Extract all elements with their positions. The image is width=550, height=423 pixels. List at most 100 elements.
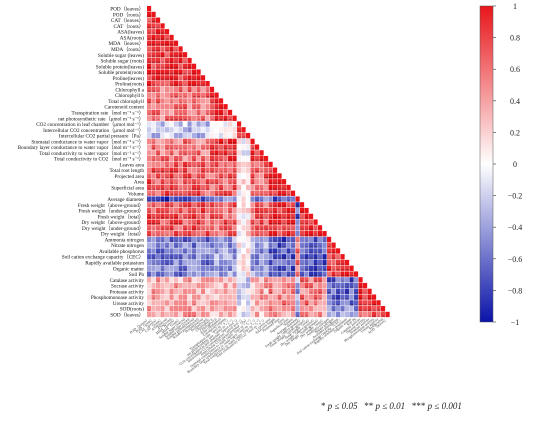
heatmap-cell — [372, 294, 377, 300]
significance-mark: * — [252, 165, 254, 168]
heatmap-cell — [192, 190, 197, 196]
heatmap-cell — [169, 184, 174, 191]
heatmap-cell — [169, 190, 174, 196]
heatmap-cell — [192, 150, 197, 156]
row-label: Fresh weight（above-ground） — [78, 202, 144, 209]
heatmap-cell — [246, 259, 251, 266]
heatmap-cell — [183, 219, 188, 225]
significance-mark: * — [176, 177, 178, 180]
heatmap-cell — [322, 231, 327, 237]
heatmap-cell — [228, 271, 233, 277]
heatmap-cell — [156, 81, 161, 87]
heatmap-cell — [192, 225, 197, 231]
heatmap-cell — [277, 254, 282, 260]
heatmap-cell — [192, 196, 197, 202]
significance-mark: ** — [269, 206, 272, 209]
heatmap-cell — [264, 184, 269, 191]
significance-mark: *** — [296, 217, 301, 220]
heatmap-cell — [160, 63, 165, 70]
heatmap-cell — [147, 109, 152, 116]
row-label: Soluble protein(leaves) — [96, 63, 145, 70]
significance-mark: * — [230, 217, 232, 220]
significance-mark: * — [162, 194, 164, 197]
heatmap-cell — [304, 288, 309, 295]
heatmap-cell — [250, 294, 255, 300]
heatmap-cell — [165, 259, 170, 266]
heatmap-cell — [277, 213, 282, 220]
heatmap-cell — [201, 109, 206, 116]
heatmap-cell — [205, 98, 210, 104]
heatmap-cell — [192, 207, 197, 214]
heatmap-cell — [295, 236, 300, 243]
heatmap-cell — [183, 104, 188, 110]
heatmap-cell — [160, 34, 165, 41]
significance-mark: * — [180, 154, 182, 157]
significance-mark: ** — [256, 235, 259, 238]
heatmap-cell — [192, 98, 197, 104]
heatmap-cell — [313, 282, 318, 289]
heatmap-cell — [228, 282, 233, 289]
significance-mark: *** — [201, 165, 206, 168]
significance-mark: * — [270, 246, 272, 249]
heatmap-cell — [151, 184, 156, 191]
heatmap-cell — [205, 306, 210, 312]
heatmap-cell — [156, 138, 161, 145]
heatmap-cell — [183, 173, 188, 179]
heatmap-cell — [295, 265, 300, 271]
row-label: Urease activity — [113, 301, 145, 307]
significance-mark: * — [149, 258, 151, 261]
heatmap-cell — [372, 311, 377, 318]
significance-mark: * — [288, 304, 290, 307]
heatmap-cell — [156, 202, 161, 208]
heatmap-cell — [228, 109, 233, 116]
significance-mark: *** — [152, 79, 157, 82]
heatmap-cell — [223, 167, 228, 173]
heatmap-cell — [192, 115, 197, 121]
heatmap-cell — [201, 300, 206, 306]
row-label: Catalase activity — [110, 278, 145, 284]
heatmap-cell — [354, 306, 359, 312]
significance-mark: * — [252, 269, 254, 272]
heatmap-cell — [183, 69, 188, 75]
heatmap-cell — [151, 150, 156, 156]
heatmap-cell — [160, 277, 165, 283]
heatmap-cell — [187, 115, 192, 121]
significance-mark: * — [369, 315, 371, 318]
significance-mark: ** — [166, 171, 169, 174]
significance-mark: ** — [184, 206, 187, 209]
heatmap-cell — [169, 294, 174, 300]
significance-mark: * — [180, 79, 182, 82]
heatmap-cell — [250, 254, 255, 260]
heatmap-cell — [228, 225, 233, 231]
heatmap-cell — [259, 202, 264, 208]
significance-mark: *** — [174, 223, 179, 226]
heatmap-cell — [232, 254, 237, 260]
significance-mark: * — [167, 56, 169, 59]
significance-mark: * — [288, 206, 290, 209]
significance-mark: ** — [197, 177, 200, 180]
significance-mark: * — [297, 275, 299, 278]
heatmap-cell — [156, 29, 161, 35]
heatmap-cell — [192, 161, 197, 168]
significance-mark: *** — [341, 269, 346, 272]
significance-mark: ** — [269, 171, 272, 174]
heatmap-cell — [174, 254, 179, 260]
heatmap-cell — [237, 306, 242, 312]
significance-mark: *** — [287, 235, 292, 238]
heatmap-cell — [160, 213, 165, 220]
heatmap-cell — [205, 231, 210, 237]
heatmap-cell — [219, 242, 224, 248]
significance-mark: * — [153, 235, 155, 238]
row-labels: POD（leaves）POD（roots）CAT（leaves）CAT（root… — [18, 6, 145, 319]
heatmap-cell — [165, 144, 170, 150]
heatmap-cell — [156, 282, 161, 289]
heatmap-cell — [304, 311, 309, 318]
heatmap-cell — [183, 98, 188, 104]
heatmap-cell — [282, 277, 287, 283]
heatmap-cell — [169, 179, 174, 185]
heatmap-cell — [165, 311, 170, 318]
significance-mark: *** — [201, 84, 206, 87]
significance-mark: * — [329, 275, 331, 278]
significance-mark: *** — [273, 235, 278, 238]
heatmap-cell — [268, 300, 273, 306]
